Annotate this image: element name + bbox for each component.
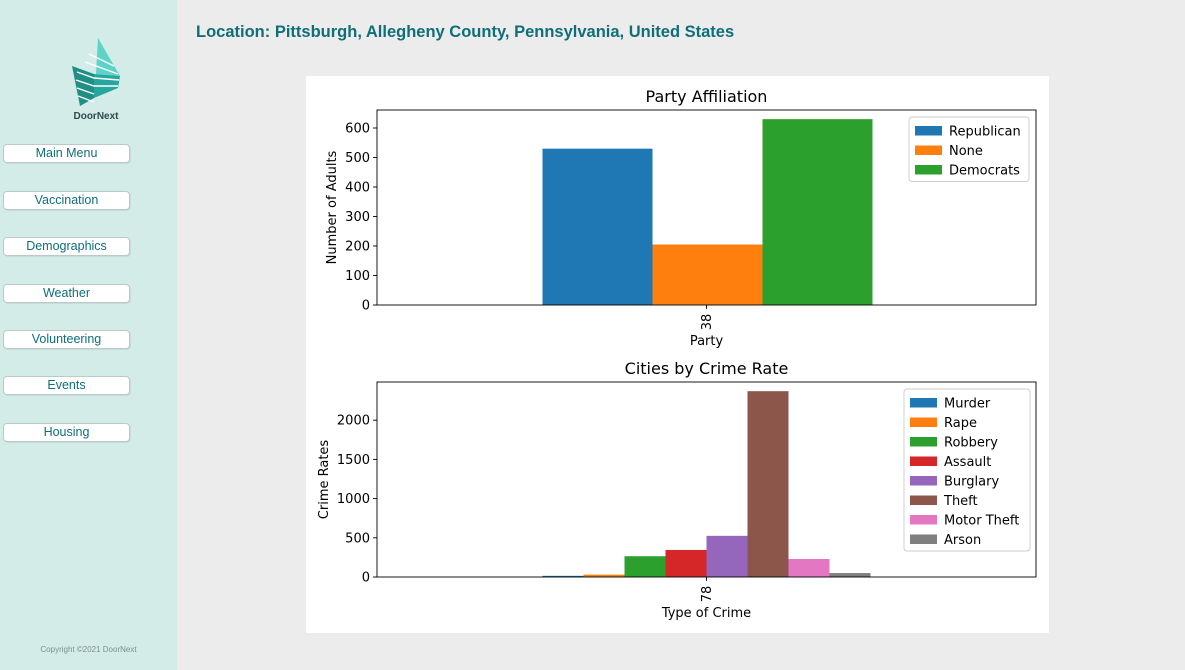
main-menu-button[interactable]: Main Menu [3,144,130,163]
legend-swatch [910,515,937,525]
legend-label: Burglary [944,475,999,490]
bar-motor-theft [788,558,830,577]
legend-swatch [910,437,937,447]
charts-svg: 0 100 200 300 400 500 600 38 Party Affiliation Pa… [317,87,1037,621]
y-tick-label: 0 [362,299,370,314]
legend-label: Democrats [949,164,1020,179]
legend-label: Motor Theft [944,514,1019,529]
housing-button[interactable]: Housing [3,423,130,442]
legend-swatch [910,456,937,466]
bar-murder [542,575,584,577]
y-tick-label: 0 [362,571,370,586]
x-tick-label: 38 [700,314,715,331]
y-tick-label: 100 [345,269,370,284]
bar-assault [665,549,707,577]
y-tick-label: 500 [345,151,370,166]
chart-title: Party Affiliation [646,87,768,106]
vaccination-button[interactable]: Vaccination [3,191,130,210]
events-button[interactable]: Events [3,376,130,395]
y-tick-label: 600 [345,121,370,136]
legend-swatch [915,165,942,175]
y-tick-label: 500 [345,531,370,546]
brand-name: DoorNext [73,111,119,122]
demographics-button[interactable]: Demographics [3,237,130,256]
sidebar: DoorNext Main Menu Vaccination Demograph… [0,0,177,670]
bar-burglary [706,535,748,577]
y-tick-label: 2000 [337,414,370,429]
legend-swatch [915,126,942,136]
legend-label: Rape [944,416,977,431]
doornext-logo [72,38,120,106]
legend-swatch [910,476,937,486]
legend-label: Republican [949,125,1021,140]
x-axis-label: Party [690,334,724,349]
copyright: Copyright ©2021 DoorNext [40,645,137,654]
bar-none [652,244,763,305]
legend-label: Arson [944,533,981,548]
legend-swatch [910,495,937,505]
y-tick-label: 1500 [337,453,370,468]
legend-label: Robbery [944,436,998,451]
bar-republican [542,148,653,305]
y-axis-label: Number of Adults [325,150,340,264]
weather-button[interactable]: Weather [3,284,130,303]
y-tick-label: 400 [345,180,370,195]
x-axis-label: Type of Crime [661,606,751,621]
y-tick-label: 1000 [337,492,370,507]
legend-label: Murder [944,397,991,412]
legend-label: Assault [944,455,991,470]
legend-swatch [915,145,942,155]
legend-box [903,388,1031,552]
chart-title: Cities by Crime Rate [625,359,789,378]
bar-arson [829,573,871,577]
volunteering-button[interactable]: Volunteering [3,330,130,349]
legend-swatch [910,417,937,427]
legend-swatch [910,534,937,544]
bar-rape [583,574,625,577]
bar-theft [747,391,789,577]
y-tick-label: 200 [345,239,370,254]
legend-swatch [910,398,937,408]
location-heading: Location: Pittsburgh, Allegheny County, … [196,23,735,41]
x-tick-label: 78 [700,586,715,603]
bar-robbery [624,556,666,577]
legend-label: Theft [943,494,978,509]
y-tick-label: 300 [345,210,370,225]
y-axis-label: Crime Rates [317,440,332,520]
chart-panel: 0 100 200 300 400 500 600 38 Party Affiliation Pa… [306,76,1049,633]
bar-democrats [762,119,873,305]
legend-label: None [949,144,983,159]
